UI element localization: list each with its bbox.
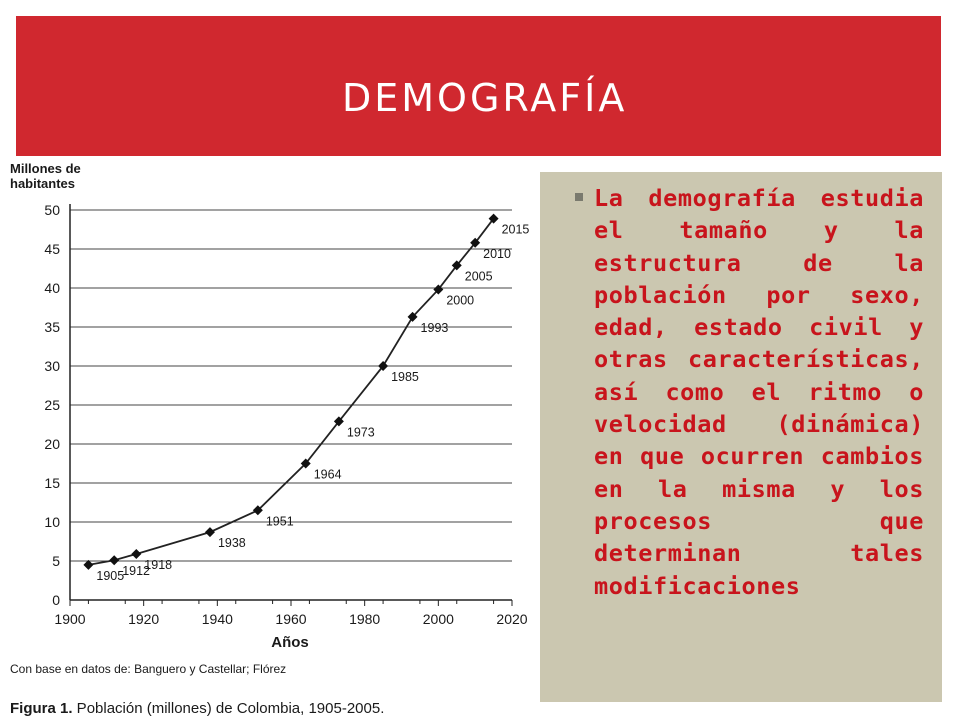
y-tick-label: 20 <box>44 436 60 452</box>
y-tick-label: 0 <box>52 592 60 608</box>
chart-source: Con base en datos de: Banguero y Castell… <box>10 662 286 676</box>
bullet-square-icon <box>575 193 583 201</box>
data-point <box>488 213 499 224</box>
data-point <box>83 559 94 570</box>
population-chart: 0 5 10 15 20 25 30 35 40 45 50 1900 1920 1940 1960 198… <box>0 156 540 720</box>
data-label: 2015 <box>502 223 530 237</box>
figure-caption: Figura 1. Población (millones) de Colomb… <box>10 700 384 717</box>
x-tick-label: 2000 <box>423 611 454 627</box>
data-point <box>433 284 444 295</box>
y-tick-label: 35 <box>44 319 60 335</box>
y-axis-title-line2: habitantes <box>10 176 75 191</box>
y-tick-label: 10 <box>44 514 60 530</box>
x-tick-label: 1920 <box>128 611 159 627</box>
y-tick-label: 50 <box>44 202 60 218</box>
x-tick-label: 1940 <box>202 611 233 627</box>
data-label: 1918 <box>144 558 172 572</box>
data-point <box>333 416 344 427</box>
data-label: 1912 <box>122 564 150 578</box>
slide-title: DEMOGRAFÍA <box>342 76 628 120</box>
x-tick-labels: 1900 1920 1940 1960 1980 2000 2020 <box>54 600 528 627</box>
figure-caption-label: Figura 1. <box>10 700 73 717</box>
x-axis-title: Años <box>271 634 309 651</box>
y-tick-labels: 0 5 10 15 20 25 30 35 40 45 50 <box>44 202 60 608</box>
y-tick-label: 15 <box>44 475 60 491</box>
figure-caption-text: Población (millones) de Colombia, 1905-2… <box>73 700 385 717</box>
data-label: 1938 <box>218 536 246 550</box>
data-label: 2000 <box>446 294 474 308</box>
data-point <box>451 260 462 271</box>
data-point <box>407 311 418 322</box>
data-points <box>83 213 499 570</box>
text-panel <box>540 172 942 702</box>
data-point <box>378 361 389 371</box>
y-tick-label: 45 <box>44 241 60 257</box>
y-tick-label: 5 <box>52 553 60 569</box>
data-point <box>300 458 311 469</box>
x-tick-label: 1900 <box>54 611 85 627</box>
data-label: 1993 <box>421 321 449 335</box>
data-point <box>131 548 142 559</box>
x-tick-label: 1980 <box>349 611 380 627</box>
title-bar <box>16 16 941 156</box>
data-point <box>204 527 215 538</box>
x-tick-label: 2020 <box>496 611 527 627</box>
data-label: 2005 <box>465 269 493 283</box>
data-point <box>252 505 263 516</box>
data-label: 1951 <box>266 514 294 528</box>
y-axis-title-line1: Millones de <box>10 161 81 176</box>
data-label: 1964 <box>314 468 342 482</box>
data-label: 2010 <box>483 247 511 261</box>
y-tick-label: 30 <box>44 358 60 374</box>
x-tick-label: 1960 <box>275 611 306 627</box>
y-tick-label: 25 <box>44 397 60 413</box>
y-tick-label: 40 <box>44 280 60 296</box>
data-label: 1973 <box>347 425 375 439</box>
data-point <box>470 237 481 248</box>
data-label: 1985 <box>391 370 419 384</box>
data-point <box>109 555 120 566</box>
data-label: 1905 <box>96 569 124 583</box>
bullet-text: La demografía estudia el tamaño y la est… <box>594 184 924 600</box>
